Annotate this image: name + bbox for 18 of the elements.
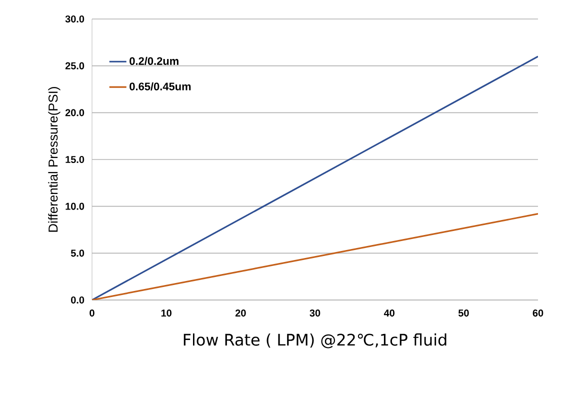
- x-tick-label: 40: [384, 310, 394, 317]
- x-tick-label: 0: [90, 310, 94, 317]
- y-tick-label: 5.0: [70, 250, 84, 257]
- y-tick-label: 30.0: [65, 15, 84, 23]
- y-tick-label: 15.0: [66, 156, 84, 164]
- legend-label: 0.65/0.45um: [130, 82, 191, 90]
- x-tick-label: 50: [458, 310, 469, 317]
- x-tick-label: 60: [532, 310, 544, 317]
- x-tick-label: 30: [310, 310, 320, 317]
- y-tick-label: 25.0: [65, 62, 84, 70]
- x-axis-title: Flow Rate ( LPM) @22℃,1cP fluid: [184, 333, 446, 348]
- y-tick-label: 10.0: [66, 202, 84, 210]
- y-tick-label: 0.0: [71, 296, 84, 304]
- y-axis-title: Differential Pressure(PSI): [48, 87, 60, 232]
- x-tick-label: 10: [161, 310, 172, 317]
- y-tick-label: 20.0: [65, 109, 84, 116]
- legend-label: 0.2/0.2um: [130, 56, 178, 66]
- x-tick-label: 20: [235, 310, 246, 317]
